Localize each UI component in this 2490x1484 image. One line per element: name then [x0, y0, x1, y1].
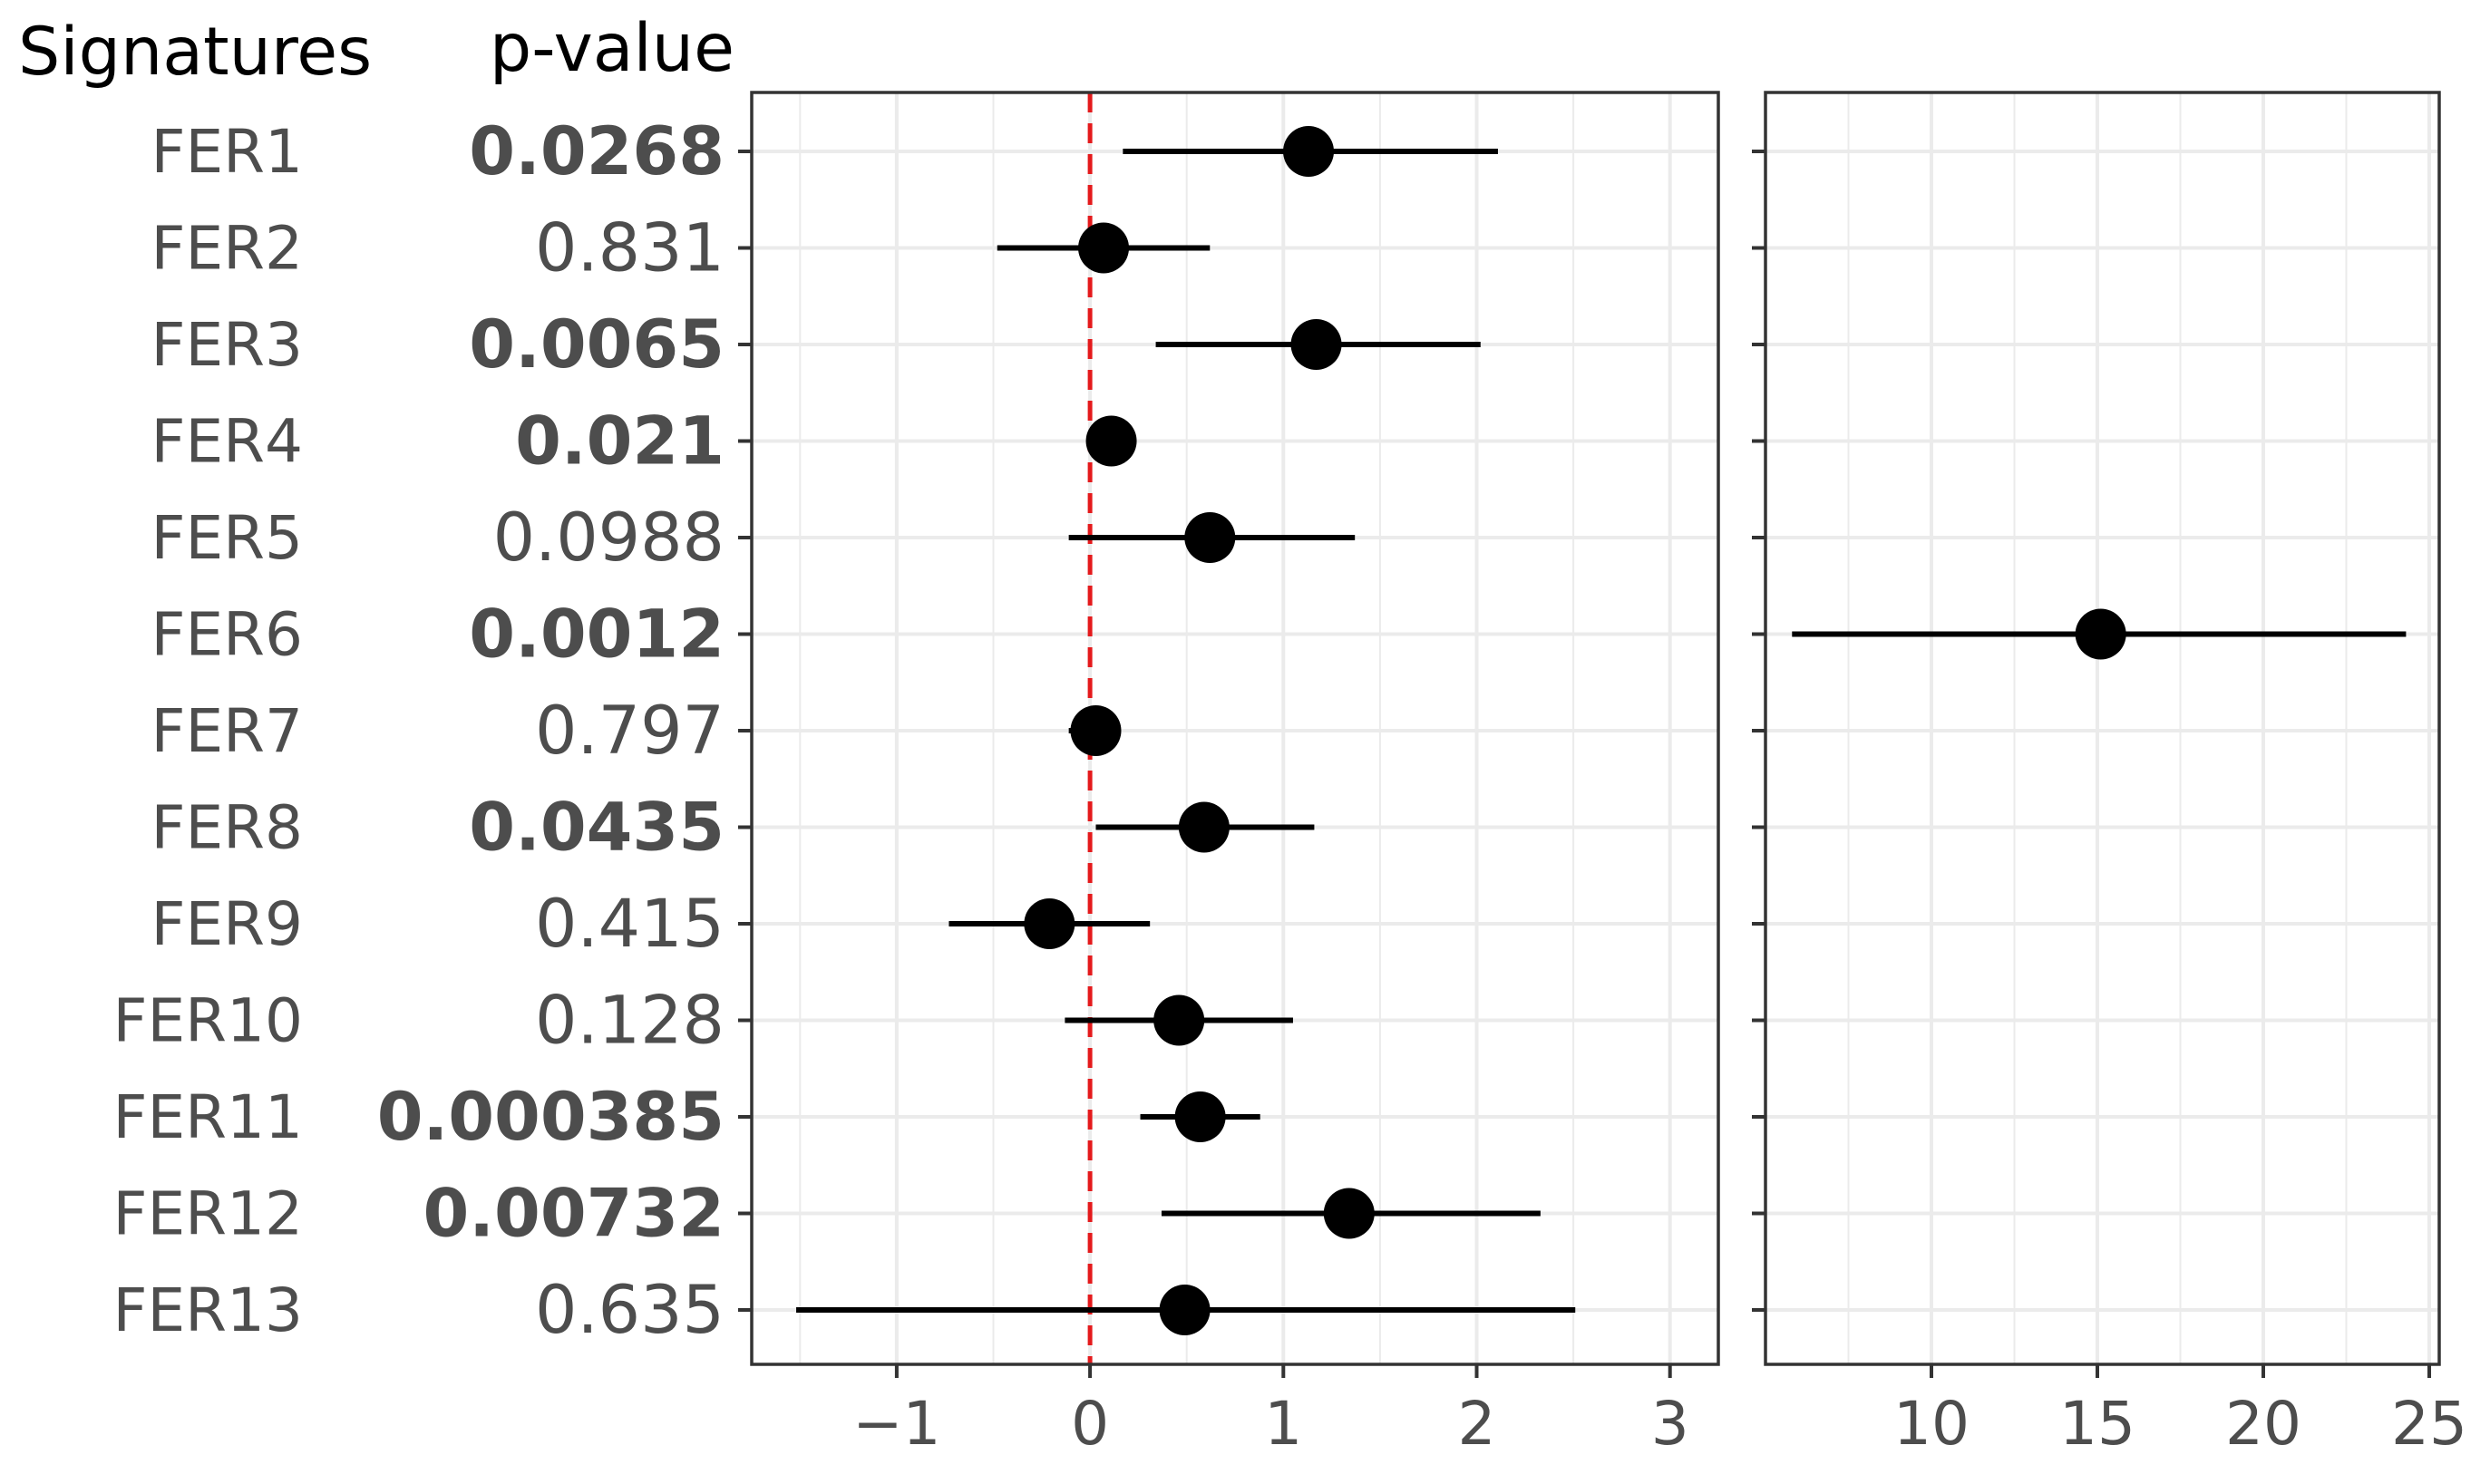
left-x-tick-label: −1 — [852, 1389, 940, 1459]
left-x-tick-label: 1 — [1264, 1389, 1302, 1459]
row-labels: FER1 0.0268 FER2 0.831 FER3 0.0065 FER4 0.021 FE… — [112, 113, 725, 1349]
signature-label-fer2: FER2 — [151, 214, 303, 284]
signature-label-fer12: FER12 — [112, 1179, 303, 1249]
pvalue-label-fer12: 0.00732 — [423, 1176, 725, 1253]
left-panel-border — [750, 91, 1720, 1366]
point-fer3 — [1290, 319, 1342, 370]
point-fer10 — [1153, 994, 1205, 1046]
pvalue-label-fer1: 0.0268 — [469, 113, 725, 190]
right-panel: 10 15 20 25 — [1752, 91, 2467, 1459]
point-fer12 — [1323, 1188, 1375, 1239]
pvalue-label-fer9: 0.415 — [535, 886, 725, 963]
point-fer8 — [1178, 801, 1230, 853]
pvalue-header: p-value — [490, 10, 734, 87]
signature-label-fer10: FER10 — [112, 986, 303, 1056]
pvalue-label-fer13: 0.635 — [535, 1272, 725, 1349]
right-panel-background — [1765, 92, 2439, 1364]
right-x-tick-label: 20 — [2225, 1389, 2301, 1459]
point-fer1 — [1283, 126, 1335, 177]
point-fer5 — [1184, 512, 1236, 563]
pvalue-label-fer6: 0.0012 — [469, 597, 725, 674]
right-x-tick-label: 10 — [1893, 1389, 1970, 1459]
left-x-tick-label: 3 — [1651, 1389, 1689, 1459]
right-x-tick-label: 25 — [2391, 1389, 2467, 1459]
signature-label-fer7: FER7 — [151, 696, 303, 766]
signature-label-fer8: FER8 — [151, 793, 303, 863]
signature-label-fer1: FER1 — [151, 117, 303, 187]
signature-label-fer5: FER5 — [151, 503, 303, 573]
point-fer13 — [1159, 1285, 1211, 1335]
point-fer2 — [1078, 222, 1130, 274]
right-x-tick-label: 15 — [2059, 1389, 2135, 1459]
point-fer4 — [1085, 415, 1137, 467]
pvalue-label-fer10: 0.128 — [535, 983, 725, 1060]
signatures-header: Signatures — [18, 14, 372, 91]
pvalue-label-fer11: 0.000385 — [377, 1079, 725, 1156]
left-x-tick-label: 0 — [1071, 1389, 1109, 1459]
point-fer7 — [1070, 705, 1122, 756]
left-x-tick-label: 2 — [1458, 1389, 1496, 1459]
signature-label-fer4: FER4 — [151, 407, 303, 477]
pvalue-label-fer7: 0.797 — [535, 693, 725, 770]
point-fer6 — [2075, 608, 2126, 660]
pvalue-label-fer5: 0.0988 — [493, 500, 725, 577]
signature-label-fer11: FER11 — [112, 1082, 303, 1152]
left-panel: −1 0 1 2 3 — [738, 91, 1720, 1459]
point-fer11 — [1174, 1091, 1226, 1142]
pvalue-label-fer4: 0.021 — [515, 403, 725, 480]
left-panel-background — [752, 92, 1718, 1364]
signature-label-fer9: FER9 — [151, 889, 303, 959]
pvalue-label-fer8: 0.0435 — [469, 790, 725, 867]
point-fer9 — [1024, 898, 1075, 949]
signature-label-fer6: FER6 — [151, 600, 303, 670]
signature-label-fer3: FER3 — [151, 310, 303, 380]
pvalue-label-fer2: 0.831 — [535, 210, 725, 287]
pvalue-label-fer3: 0.0065 — [469, 306, 725, 383]
signature-label-fer13: FER13 — [112, 1275, 303, 1345]
right-panel-border — [1764, 91, 2441, 1366]
